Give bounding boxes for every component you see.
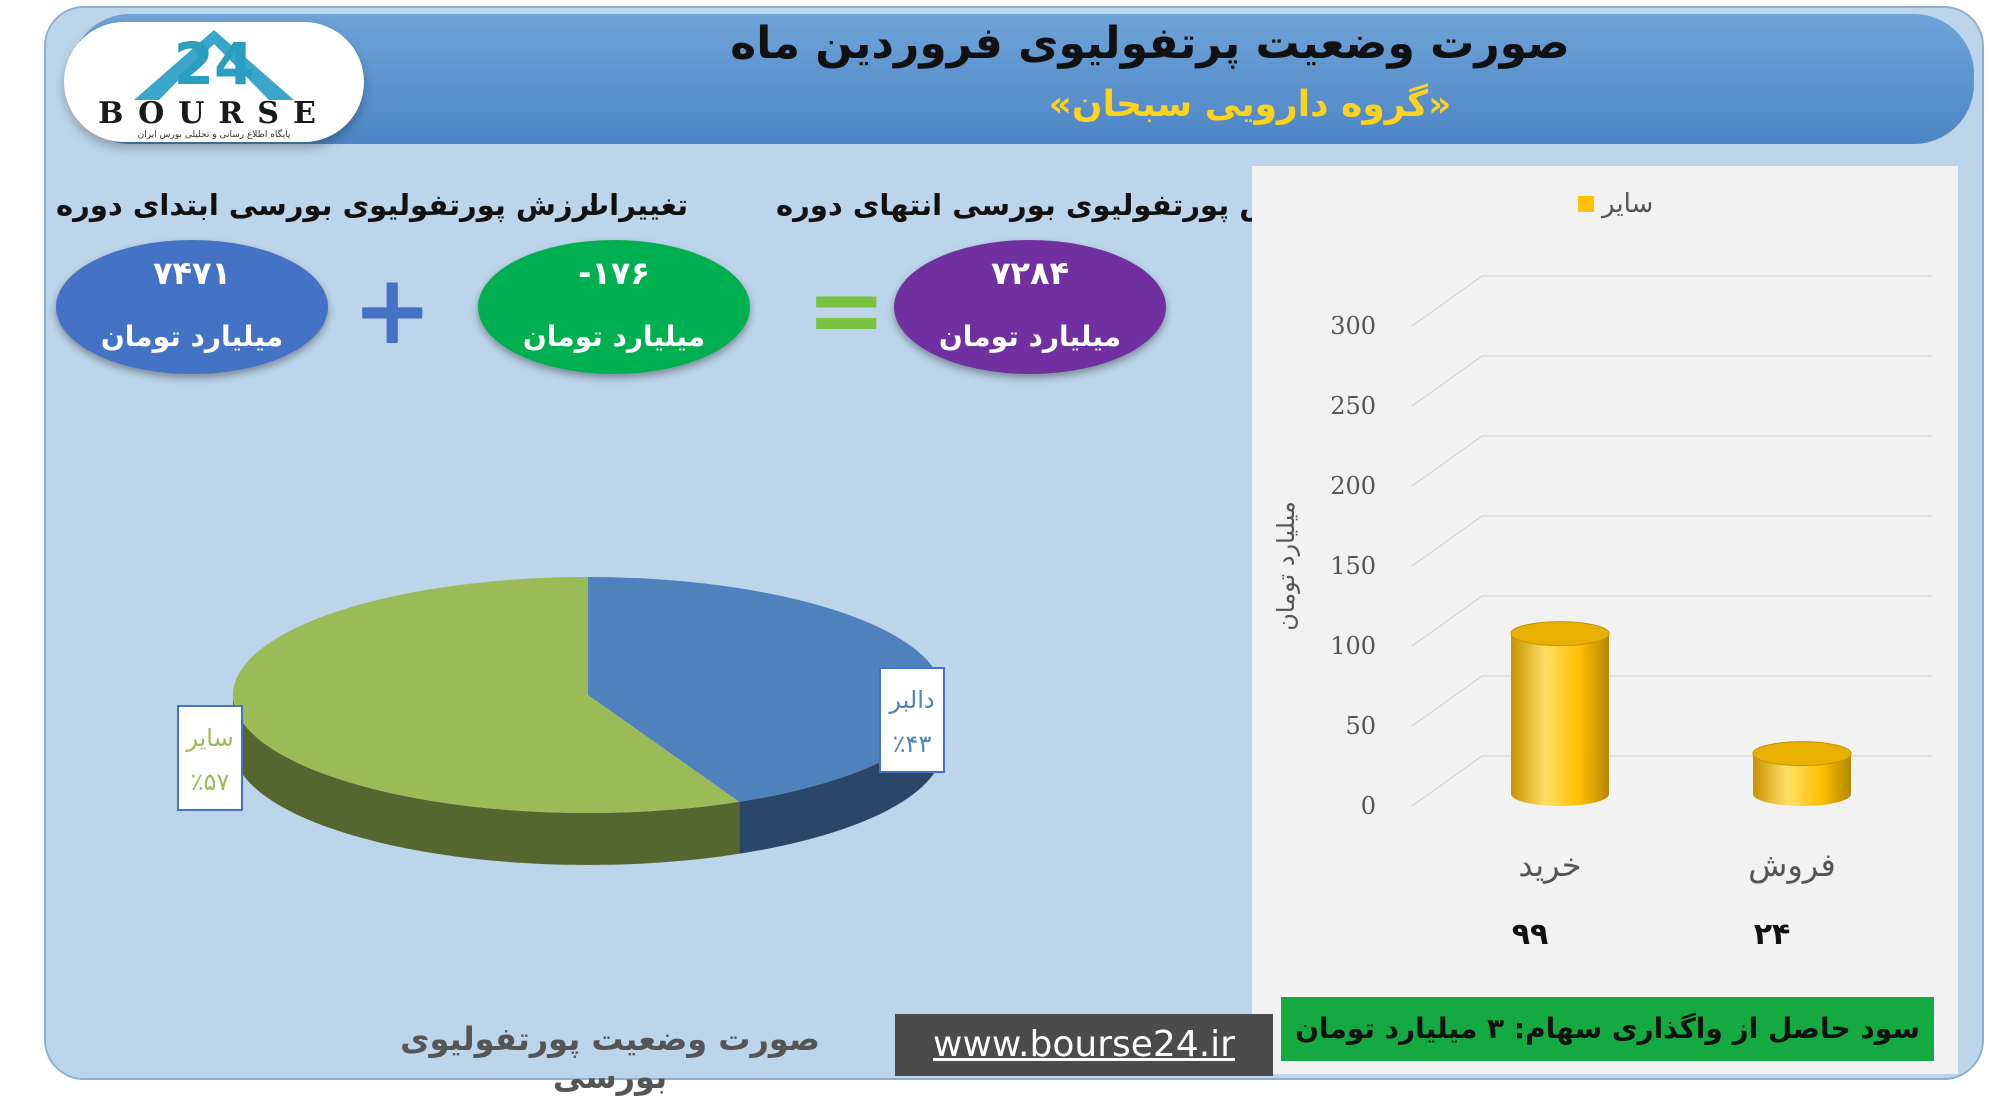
start-value-label: ارزش پورتفولیوی بورسی ابتدای دوره	[56, 188, 600, 222]
gridline-depth	[1411, 515, 1483, 567]
pie-label-name-1: دالبر	[888, 686, 934, 714]
bar-top-1	[1510, 621, 1610, 647]
pie-chart: دالبر ٪۴۳ سایر ٪۵۷	[177, 577, 945, 865]
data-label-1: ۹۹	[1512, 917, 1549, 952]
logo-number: 24	[173, 30, 255, 98]
end-value-oval: ۷۲۸۴ میلیارد تومان	[894, 240, 1166, 374]
bar-top-2	[1752, 741, 1852, 767]
plus-icon: +	[352, 254, 433, 366]
change-value: -۱۷۶	[578, 254, 650, 292]
gridline-depth	[1411, 595, 1483, 647]
end-value: ۷۲۸۴	[990, 254, 1070, 292]
legend-swatch	[1578, 196, 1594, 212]
change-oval: -۱۷۶ میلیارد تومان	[478, 240, 750, 374]
y-tick-label: 0	[1361, 792, 1376, 820]
legend-label: سایر	[1600, 189, 1653, 219]
gridline-depth	[1411, 355, 1483, 407]
bar-chart-panel	[1252, 166, 1958, 1074]
header-banner	[70, 14, 1974, 144]
pie-side-1	[739, 695, 943, 854]
y-tick-label: 250	[1330, 392, 1376, 420]
pie-slice-1	[588, 577, 943, 802]
page-title: صورت وضعیت پرتفولیوی فروردین ماه	[730, 18, 1570, 69]
y-axis-label: میلیارد تومان	[1272, 501, 1300, 630]
end-value-label: ارزش پورتفولیوی بورسی انتهای دوره	[776, 188, 1323, 222]
website-link[interactable]: www.bourse24.ir	[895, 1014, 1273, 1076]
page-subtitle: «گروه دارویی سبحان»	[1048, 84, 1452, 125]
profit-note: سود حاصل از واگذاری سهام: ۳ میلیارد توما…	[1281, 997, 1934, 1061]
gridline-depth	[1411, 675, 1483, 727]
pie-label-box-2	[177, 705, 243, 811]
x-tick-label-2: فروش	[1748, 846, 1835, 884]
y-tick-label: 150	[1330, 552, 1376, 580]
x-tick-label-1: خرید	[1518, 846, 1581, 884]
y-tick-label: 50	[1345, 712, 1376, 740]
pie-slice-2	[233, 577, 740, 813]
pie-label-percent-2: ٪۵۷	[191, 768, 230, 796]
data-label-2: ۲۴	[1754, 917, 1791, 952]
gridline-depth	[1411, 755, 1483, 807]
y-tick-label: 300	[1330, 312, 1376, 340]
y-tick-label: 100	[1330, 632, 1376, 660]
start-value: ۷۴۷۱	[152, 254, 232, 292]
bar-2	[1753, 753, 1851, 806]
change-label: تغییرات	[580, 188, 689, 222]
logo-roof-icon	[134, 30, 294, 100]
gridline-depth	[1411, 435, 1483, 487]
y-tick-label: 200	[1330, 472, 1376, 500]
pie-side-2	[233, 695, 740, 865]
equals-icon: =	[806, 254, 887, 366]
gridline-depth	[1411, 275, 1483, 327]
pie-caption: صورت وضعیت پورتفولیوی بورسی	[400, 1020, 820, 1096]
logo-word: BOURSE	[98, 96, 330, 131]
bar-chart: 0 50 100 150 200 250 300 میلیارد تومان سایر خرید ۹…	[1272, 189, 1932, 952]
start-value-unit: میلیارد تومان	[100, 320, 284, 353]
logo-tagline: پایگاه اطلاع رسانی و تحلیلی بورس ایران	[137, 130, 291, 140]
site-logo[interactable]: 24 BOURSE پایگاه اطلاع رسانی و تحلیلی بو…	[64, 22, 364, 142]
start-value-oval: ۷۴۷۱ میلیارد تومان	[56, 240, 328, 374]
pie-label-box-1	[879, 667, 945, 773]
pie-label-name-2: سایر	[185, 724, 233, 752]
change-value-unit: میلیارد تومان	[522, 320, 706, 353]
end-value-unit: میلیارد تومان	[938, 320, 1122, 353]
bar-1	[1511, 633, 1609, 806]
pie-label-percent-1: ٪۴۳	[893, 730, 932, 758]
